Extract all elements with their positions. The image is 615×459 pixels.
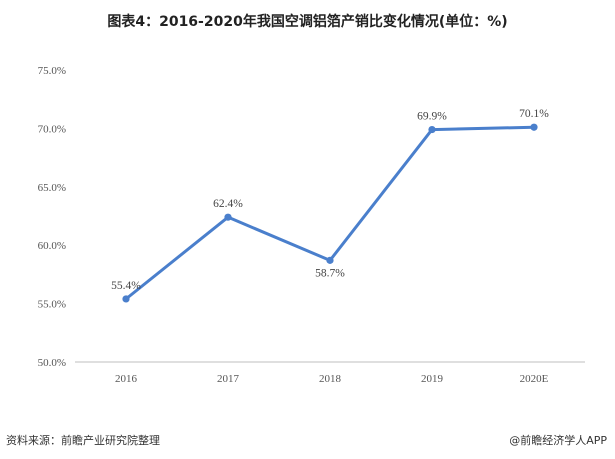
- data-point: [122, 295, 130, 303]
- y-tick-label: 70.0%: [38, 123, 66, 135]
- x-tick-label: 2017: [217, 373, 240, 385]
- data-point: [326, 256, 334, 264]
- data-label: 58.7%: [315, 267, 345, 279]
- data-label: 70.1%: [519, 108, 549, 120]
- data-point: [530, 123, 538, 131]
- x-tick-label: 2020E: [520, 373, 549, 385]
- x-tick-label: 2019: [421, 373, 444, 385]
- data-label: 69.9%: [417, 111, 447, 123]
- x-tick-label: 2016: [115, 373, 138, 385]
- data-label: 55.4%: [111, 280, 141, 292]
- chart-title: 图表4：2016-2020年我国空调铝箔产销比变化情况(单位：%): [107, 14, 508, 30]
- data-label: 62.4%: [213, 198, 243, 210]
- line-chart: 50.0% 55.0% 60.0% 65.0% 70.0% 75.0% 2016 2017 20…: [38, 65, 585, 385]
- x-tick-label: 2018: [319, 373, 342, 385]
- y-tick-label: 60.0%: [38, 240, 66, 252]
- brand-label: @前瞻经济学人APP: [509, 434, 607, 447]
- y-tick-label: 75.0%: [38, 65, 66, 77]
- source-label: 资料来源：前瞻产业研究院整理: [6, 434, 160, 447]
- y-tick-label: 65.0%: [38, 182, 66, 194]
- y-tick-label: 50.0%: [38, 357, 66, 369]
- y-tick-label: 55.0%: [38, 299, 66, 311]
- data-point: [224, 213, 232, 221]
- data-point: [428, 125, 436, 134]
